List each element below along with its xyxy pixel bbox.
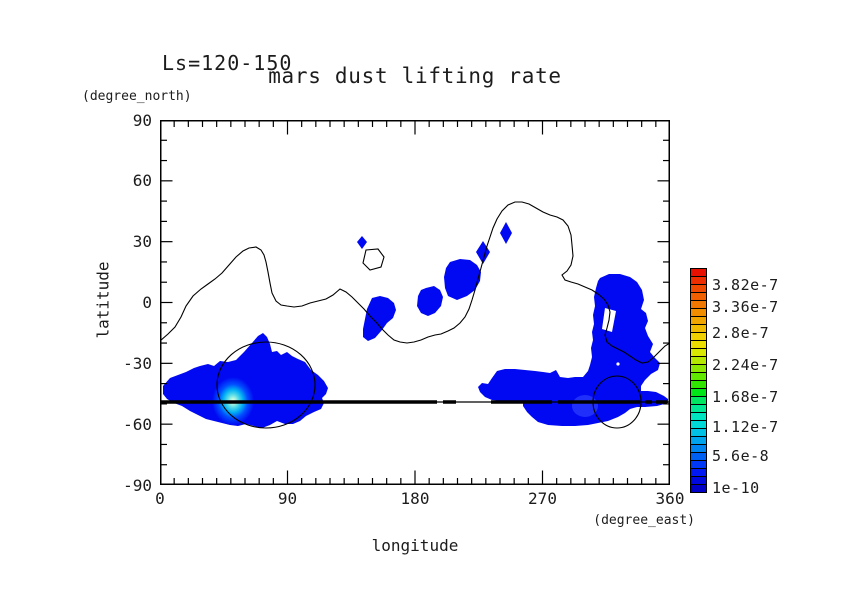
colorbar-cell (691, 396, 706, 404)
colorbar-cell (691, 300, 706, 308)
colorbar-cell (691, 292, 706, 300)
colorbar-cell (691, 316, 706, 324)
south-band-east-blob (478, 274, 668, 426)
chain-blob-sw (363, 296, 396, 341)
x-tick-label: 360 (655, 489, 685, 508)
map-plot (160, 120, 670, 485)
west-oval-contour (216, 341, 316, 429)
colorbar-tick-label: 1e-10 (712, 478, 760, 497)
colorbar-tick-label: 2.8e-7 (712, 323, 770, 342)
x-tick-label: 180 (400, 489, 430, 508)
plot-title: mars dust lifting rate (268, 64, 562, 88)
colorbar-cell (691, 380, 706, 388)
colorbar-cell (691, 332, 706, 340)
colorbar-tick-label: 5.6e-8 (712, 446, 770, 465)
dust-lifting-regions (163, 222, 668, 428)
white-dot-hole (616, 362, 620, 366)
colorbar-cell (691, 452, 706, 460)
colorbar-cell (691, 484, 706, 492)
colorbar-cell (691, 436, 706, 444)
colorbar-cell (691, 444, 706, 452)
chain-blob-large (444, 259, 481, 300)
colorbar-cell (691, 372, 706, 380)
isolated-diamond (357, 236, 367, 249)
panel-label: Ls=120-150 (162, 51, 293, 75)
south-band-west-blob (163, 333, 328, 428)
colorbar-cell (691, 428, 706, 436)
colorbar-cell (691, 269, 706, 276)
colorbar-cell (691, 276, 706, 284)
y-axis-unit: (degree_north) (82, 89, 192, 104)
colorbar-tick-label: 1.12e-7 (712, 418, 779, 437)
colorbar (690, 268, 707, 493)
y-tick-label: -60 (123, 414, 152, 434)
y-tick-label: -90 (123, 475, 152, 495)
colorbar-cell (691, 412, 706, 420)
colorbar-cell (691, 324, 706, 332)
chain-blob-mid (417, 286, 443, 316)
colorbar-cell (691, 284, 706, 292)
colorbar-cell (691, 364, 706, 372)
x-axis-unit: (degree_east) (593, 513, 695, 528)
colorbar-cell (691, 468, 706, 476)
colorbar-tick-label: 3.36e-7 (712, 298, 779, 317)
colorbar-cell (691, 420, 706, 428)
colorbar-tick-label: 2.24e-7 (712, 356, 779, 374)
colorbar-cell (691, 340, 706, 348)
colorbar-cell (691, 476, 706, 484)
colorbar-cell (691, 388, 706, 396)
main-topo-contour (160, 201, 670, 364)
y-tick-label: 90 (132, 110, 152, 130)
y-tick-label: -30 (123, 353, 152, 373)
y-tick-label: 0 (142, 293, 152, 312)
x-tick-label: 270 (528, 489, 557, 508)
colorbar-tick-label: 3.82e-7 (712, 275, 779, 294)
lighter-patch (572, 395, 598, 417)
colorbar-cell (691, 356, 706, 364)
hexagon-contour (362, 248, 385, 271)
y-tick-label: 30 (132, 232, 152, 252)
x-tick-label: 90 (277, 489, 298, 508)
colorbar-cell (691, 460, 706, 468)
colorbar-cell (691, 308, 706, 316)
chain-diamond-2 (500, 222, 512, 244)
colorbar-cell (691, 348, 706, 356)
x-tick-label: 0 (155, 489, 165, 508)
y-tick-label: 60 (132, 171, 152, 191)
colorbar-tick-label: 1.68e-7 (712, 387, 779, 406)
x-axis-title: longitude (371, 536, 459, 555)
plot-frame (160, 120, 670, 485)
axis-ticks (160, 120, 670, 485)
colorbar-cell (691, 404, 706, 412)
